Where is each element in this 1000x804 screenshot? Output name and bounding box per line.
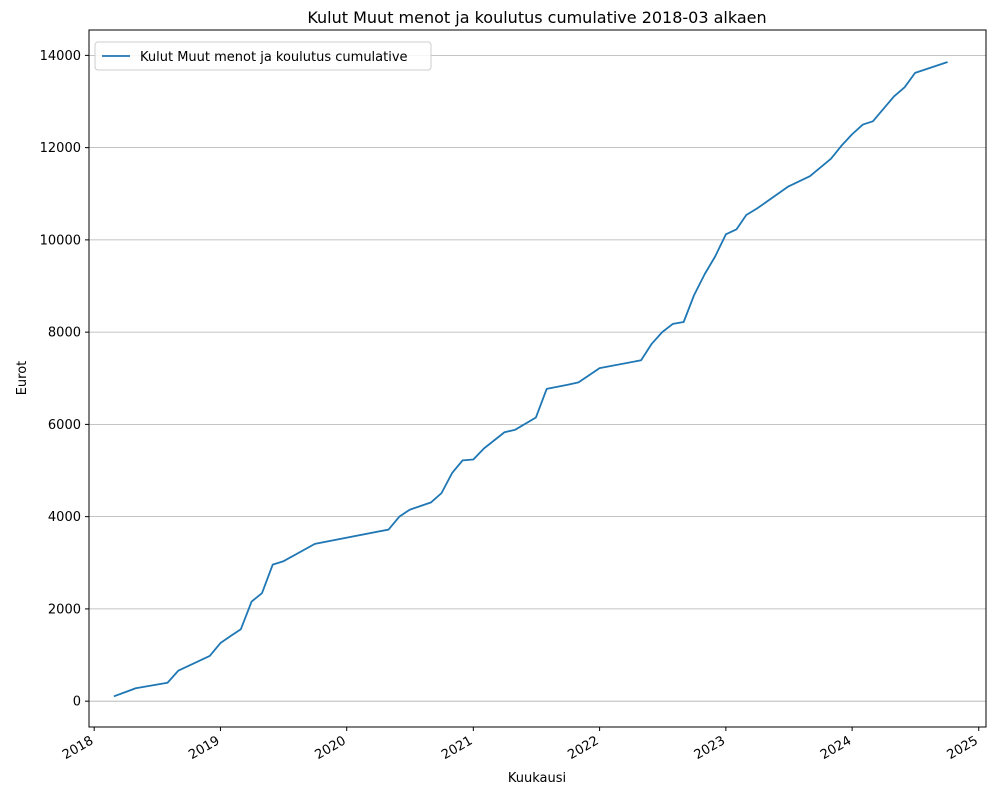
y-axis-ticks: 0 2000 4000 6000 8000 10000 12000 14000 — [40, 49, 89, 710]
legend-label: Kulut Muut menot ja koulutus cumulative — [140, 50, 408, 65]
y-tick-label: 6000 — [48, 418, 81, 433]
gridlines — [89, 54, 986, 702]
plot-frame — [88, 29, 987, 728]
series-line — [113, 61, 948, 697]
y-tick-label: 8000 — [48, 326, 81, 341]
legend-box — [94, 41, 432, 71]
y-tick-label: 4000 — [48, 510, 81, 525]
chart-title: Kulut Muut menot ja koulutus cumulative … — [307, 8, 766, 27]
y-tick-label: 12000 — [40, 141, 81, 156]
y-tick-label: 14000 — [40, 49, 81, 64]
legend: Kulut Muut menot ja koulutus cumulative — [94, 41, 432, 71]
x-axis-label: Kuukausi — [508, 771, 566, 786]
y-tick-label: 2000 — [48, 602, 81, 617]
y-axis-label: Eurot — [15, 361, 30, 396]
series-layer — [113, 61, 948, 697]
y-tick-label: 0 — [73, 695, 81, 710]
y-tick-label: 10000 — [40, 233, 81, 248]
